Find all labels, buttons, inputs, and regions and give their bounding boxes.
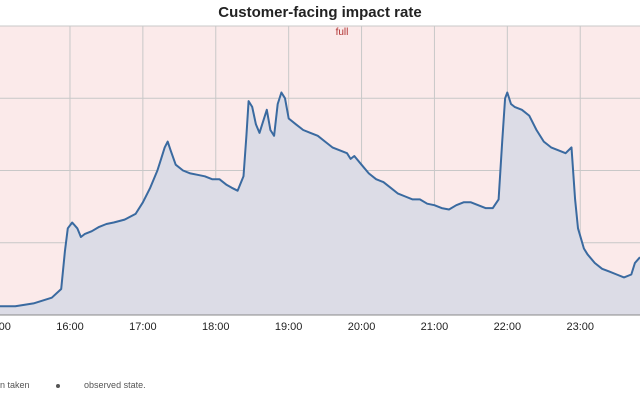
x-tick-label: 17:00	[129, 321, 157, 333]
x-tick-label: 23:00	[566, 321, 594, 333]
x-tick-label: 15:00	[0, 321, 11, 333]
legend-item-observed: observed state.	[56, 380, 170, 390]
series-line	[0, 91, 640, 308]
legend: n taken observed state.	[0, 380, 194, 390]
legend-item-observed-label: observed state.	[84, 380, 146, 390]
x-tick-label: 18:00	[202, 321, 230, 333]
legend-item-taken: n taken	[0, 380, 30, 390]
band-label: full	[336, 27, 349, 38]
x-axis-ticks: 15:00 16:00 17:00 18:00 19:00 20:00 21:00 22:00…	[0, 314, 640, 333]
chart-title: Customer-facing impact rate	[218, 4, 422, 21]
x-tick-label: 21:00	[421, 321, 449, 333]
x-tick-label: 22:00	[494, 321, 522, 333]
x-tick-label: 20:00	[348, 321, 376, 333]
x-tick-label: 16:00	[56, 321, 84, 333]
series-area	[0, 92, 640, 315]
x-tick-label: 19:00	[275, 321, 303, 333]
legend-dot-icon	[56, 383, 61, 388]
